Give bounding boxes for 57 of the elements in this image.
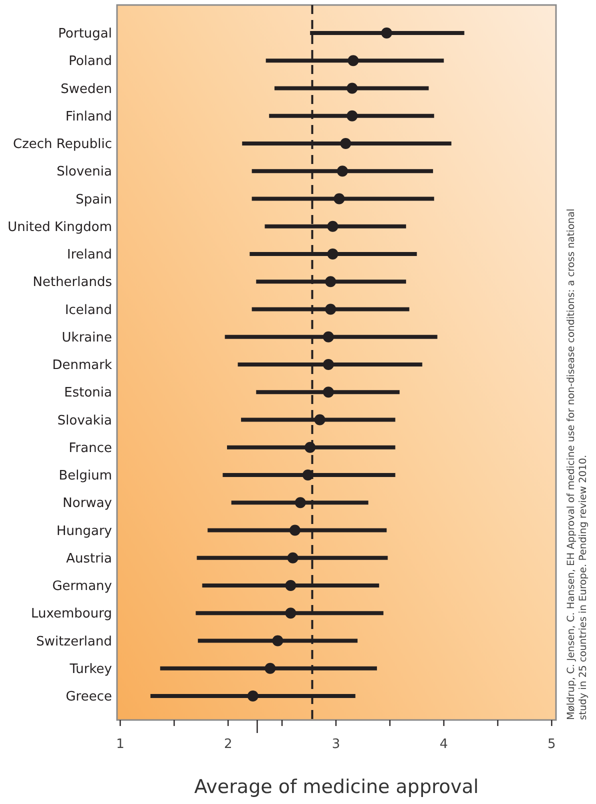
point [325, 276, 336, 288]
text: Møldrup, C. Jensen, C. Hansen, EH Approval of medicine use for non-disease conditions: a cross national study in 25 countries in Europe. Pending review 2010. [566, 208, 589, 720]
x-tick-label: 1 [116, 737, 124, 752]
y-tick-label: Luxembourg [30, 606, 112, 622]
y-tick-label: Norway [62, 496, 112, 512]
y-tick-label: Denmark [52, 358, 112, 374]
point [302, 470, 314, 480]
y-tick-label: Switzerland [36, 634, 112, 650]
y-tick-label: Czech Republic [13, 137, 112, 152]
y-tick-label: Greece [66, 690, 112, 705]
point [325, 304, 336, 315]
point [334, 193, 345, 204]
y-tick-label: Estonia [64, 386, 112, 401]
point [327, 220, 338, 232]
y-tick-label: Belgium [58, 468, 112, 484]
y-tick-label: Ireland [67, 248, 112, 263]
point [322, 386, 334, 398]
point [264, 662, 276, 674]
y-tick-label: Sweden [60, 82, 112, 97]
point [304, 442, 316, 453]
y-tick-label: Slovakia [57, 413, 112, 428]
point [346, 82, 358, 94]
y-tick-label: Netherlands [32, 275, 112, 290]
point [327, 248, 338, 260]
x-tick-label: 4 [440, 737, 448, 752]
y-tick-label: Spain [76, 192, 112, 208]
point [314, 414, 326, 426]
point [336, 166, 348, 177]
point [322, 359, 334, 370]
point [285, 580, 296, 591]
y-tick-label: Hungary [56, 524, 112, 539]
point [285, 608, 296, 619]
x-tick-label: 5 [548, 737, 556, 752]
y-tick-label: United Kingdom [8, 220, 112, 235]
point [247, 690, 258, 702]
y-tick-label: Germany [52, 579, 112, 594]
point [346, 110, 358, 122]
y-tick-label: Finland [66, 109, 112, 124]
x-tick-label: 3 [332, 737, 340, 752]
point [294, 497, 306, 508]
point [287, 552, 298, 564]
point [322, 331, 334, 342]
y-tick-label: Ukraine [62, 330, 112, 346]
x-tick-label: 2 [224, 737, 232, 752]
point [348, 55, 359, 66]
x-axis-title: Average of medicine approval [194, 776, 479, 798]
y-tick-label: Austria [66, 551, 112, 566]
y-tick-label: Portugal [58, 26, 112, 42]
point [381, 28, 392, 38]
point [289, 524, 300, 536]
point [340, 138, 352, 149]
y-tick-label: Poland [68, 54, 112, 70]
y-tick-label: Slovenia [56, 164, 112, 180]
y-tick-label: Turkey [68, 662, 112, 677]
y-tick-label: France [68, 440, 112, 456]
y-tick-label: Iceland [64, 302, 112, 318]
point [272, 635, 284, 646]
